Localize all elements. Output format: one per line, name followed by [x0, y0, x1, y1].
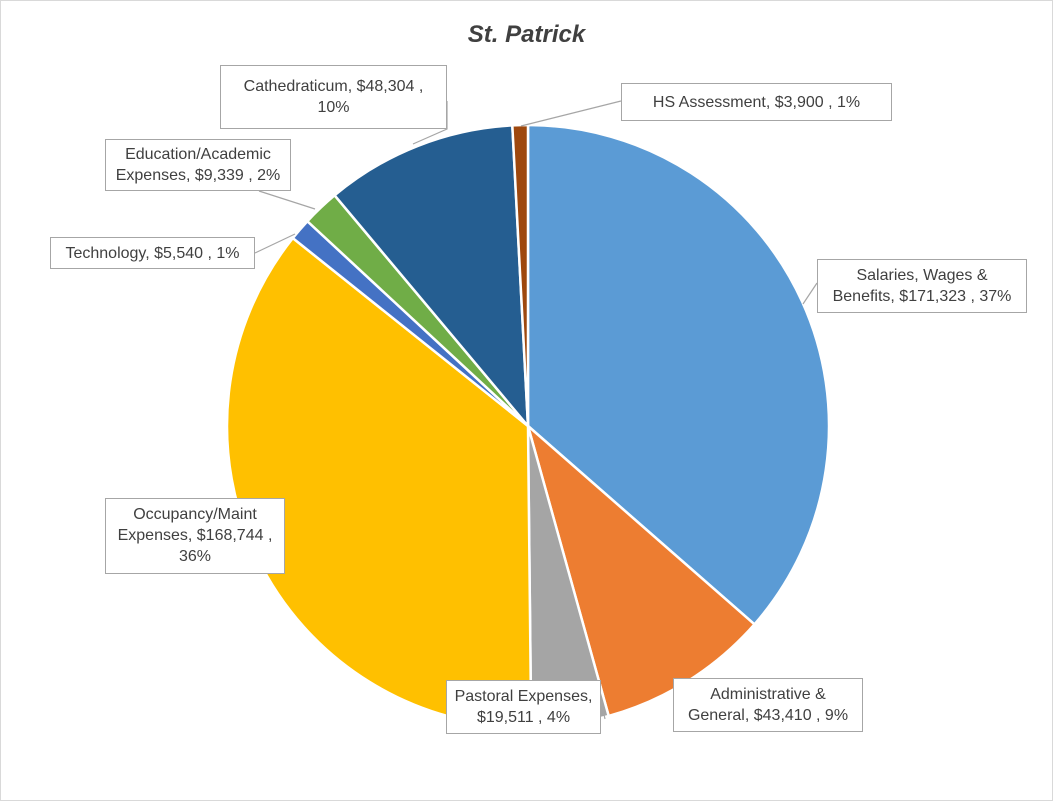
- leader-line-technology: [254, 233, 296, 254]
- label-administrative: Administrative & General, $43,410 , 9%: [673, 678, 863, 732]
- label-salaries-line1: Salaries, Wages &: [856, 267, 988, 284]
- pie-slice-cathedraticum: [333, 124, 530, 428]
- pie-slice-hs-assessment: [511, 123, 530, 428]
- leader-line-hs-assessment: [520, 100, 622, 127]
- label-pastoral-line2: $19,511 , 4%: [476, 709, 571, 726]
- label-salaries: Salaries, Wages & Benefits, $171,323 , 3…: [817, 259, 1027, 313]
- chart-title: St. Patrick: [467, 21, 586, 48]
- leader-line-pastoral: [600, 700, 606, 720]
- label-pastoral-line1: Pastoral Expenses,: [454, 688, 593, 705]
- label-occupancy-line1: Occupancy/Maint: [133, 506, 257, 523]
- leader-line-cathedraticum: [412, 101, 448, 145]
- label-technology-line1: Technology, $5,540 , 1%: [65, 245, 240, 262]
- label-education-line2: Expenses, $9,339 , 2%: [115, 167, 281, 184]
- pie-slice-salaries-wages-benefits: [526, 123, 831, 626]
- label-cathedraticum-line1: Cathedraticum, $48,304 ,: [243, 78, 424, 95]
- label-cathedraticum-line2: 10%: [317, 99, 350, 116]
- label-administrative-line2: General, $43,410 , 9%: [687, 707, 849, 724]
- label-cathedraticum: Cathedraticum, $48,304 , 10%: [220, 65, 447, 129]
- label-occupancy-line3: 36%: [178, 548, 212, 565]
- leader-line-salaries: [802, 282, 818, 305]
- label-hs-assessment: HS Assessment, $3,900 , 1%: [621, 83, 892, 121]
- label-technology: Technology, $5,540 , 1%: [50, 237, 255, 269]
- label-occupancy: Occupancy/Maint Expenses, $168,744 , 36%: [105, 498, 285, 574]
- label-education-line1: Education/Academic: [125, 146, 271, 163]
- label-pastoral: Pastoral Expenses, $19,511 , 4%: [446, 680, 601, 734]
- label-administrative-line1: Administrative &: [710, 686, 826, 703]
- label-hs-assessment-line1: HS Assessment, $3,900 , 1%: [652, 94, 861, 111]
- label-occupancy-line2: Expenses, $168,744 ,: [117, 527, 273, 544]
- label-salaries-line2: Benefits, $171,323 , 37%: [832, 288, 1012, 305]
- leader-line-education: [258, 190, 316, 210]
- label-education: Education/Academic Expenses, $9,339 , 2%: [105, 139, 291, 191]
